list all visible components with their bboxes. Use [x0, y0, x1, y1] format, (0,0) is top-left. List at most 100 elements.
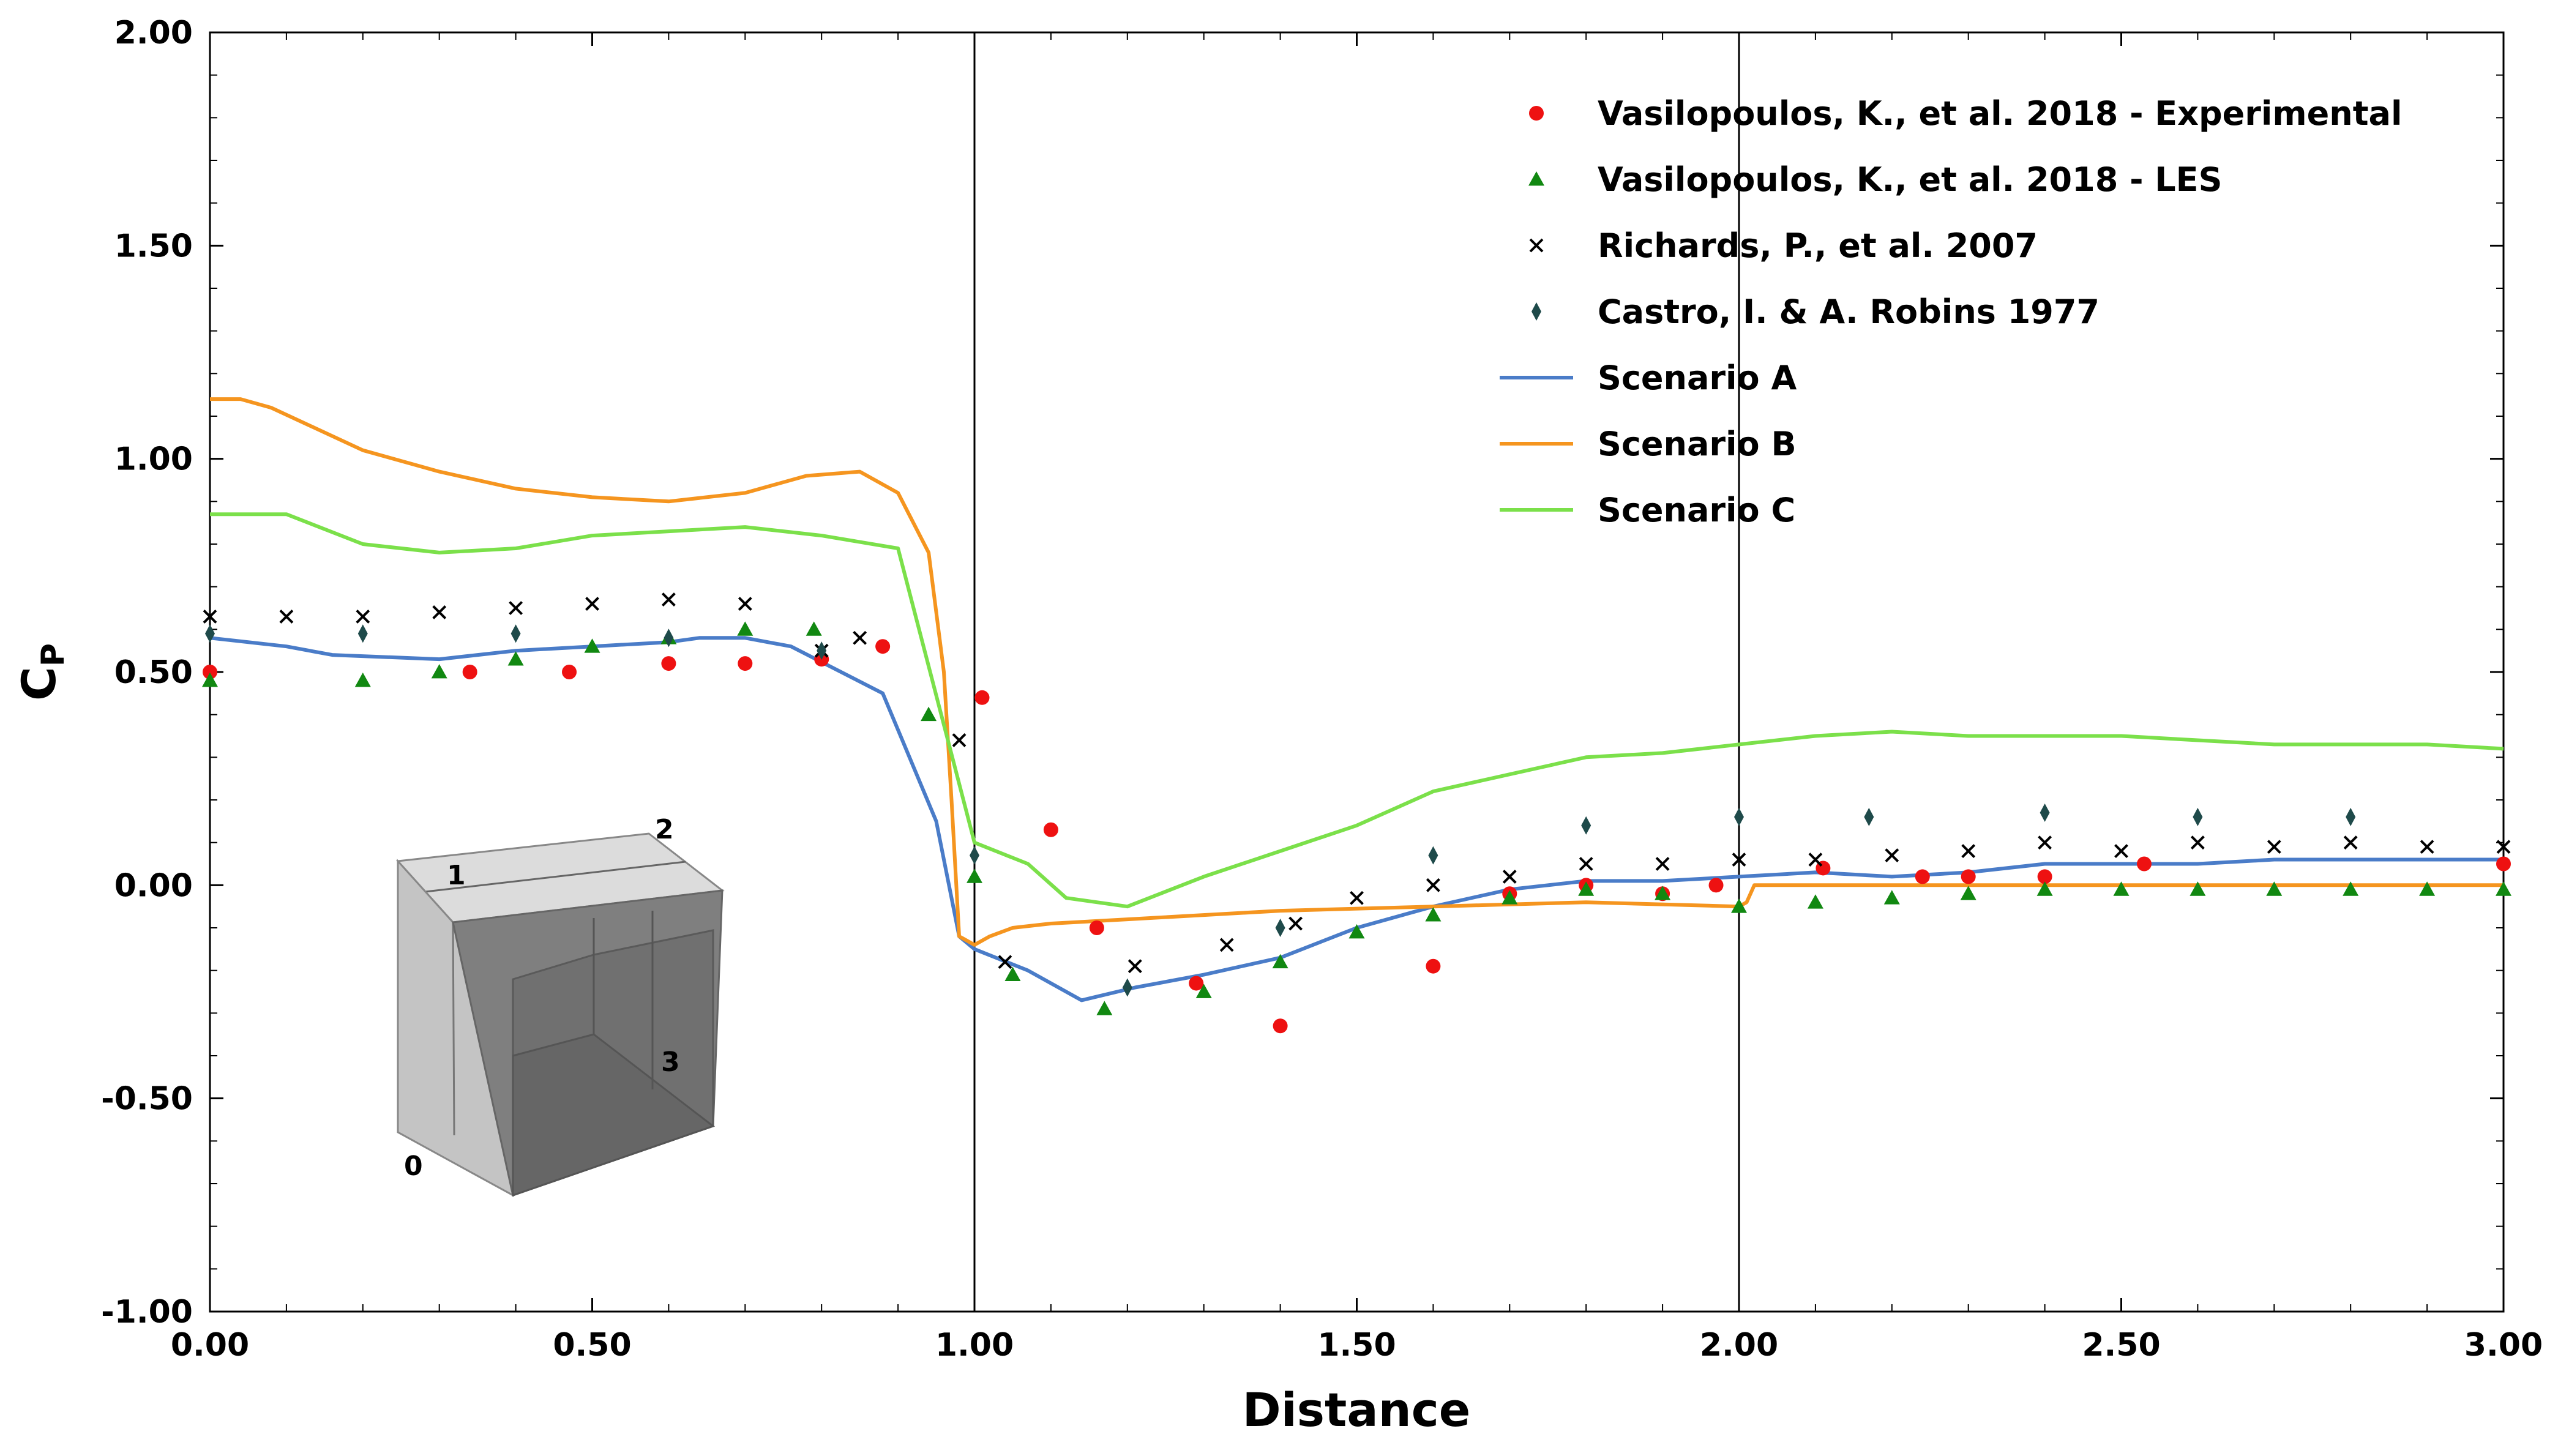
series-1-point [584, 638, 600, 653]
legend-label-0: Vasilopoulos, K., et al. 2018 - Experime… [1598, 94, 2403, 133]
series-1-point [1960, 886, 1976, 900]
series-5-line [210, 397, 2504, 947]
series-1-point [967, 868, 982, 883]
series-2-point [1885, 848, 1899, 862]
series-2-point [738, 597, 752, 611]
vertical-reference-lines [973, 32, 1740, 1312]
legend-label-1: Vasilopoulos, K., et al. 2018 - LES [1598, 160, 2222, 199]
x-tick-label: 1.50 [1317, 1327, 1396, 1364]
series-2-point [1128, 959, 1142, 974]
legend-label-2: Richards, P., et al. 2007 [1598, 226, 2038, 265]
series-1-point [2496, 881, 2511, 896]
series-1-point [2113, 881, 2130, 896]
series-3-point [2193, 807, 2203, 826]
series-2-point [2190, 835, 2205, 850]
series-1-point [1096, 1001, 1113, 1015]
axis-tick-labels: 0.00 0.50 1.00 1.50 2.00 2.50 3.00 -1.00 -0.50 0.… [101, 15, 2543, 1364]
series-2-point [1808, 853, 1823, 867]
x-tick-label: 0.50 [553, 1327, 631, 1364]
series-3-point [510, 624, 521, 643]
legend-swatch-2 [1529, 238, 1544, 253]
series-lines [209, 397, 2504, 1002]
x-tick-label: 1.00 [935, 1327, 1014, 1364]
inset-label-1: 1 [447, 860, 466, 891]
legend-label-3: Castro, I. & A. Robins 1977 [1598, 293, 2100, 331]
series-2-point [952, 733, 967, 747]
series-2-point [509, 601, 523, 615]
x-axis-title: Distance [1243, 1383, 1471, 1437]
series-0-point [462, 665, 477, 679]
series-2-point [432, 605, 447, 619]
y-tick-label: -1.00 [101, 1294, 193, 1331]
series-1-point [1502, 890, 1518, 905]
series-1-point [1004, 966, 1021, 982]
series-0-point [974, 690, 990, 705]
series-1-point [2343, 881, 2359, 896]
series-0-point [1273, 1018, 1288, 1034]
series-1-point [1655, 886, 1671, 900]
series-3-point [2346, 807, 2356, 826]
series-2-point [2420, 840, 2434, 854]
series-3-point [357, 624, 368, 643]
inset-label-3: 3 [661, 1047, 680, 1078]
series-2-point [356, 610, 370, 624]
y-axis-title-main: C [12, 666, 66, 701]
series-0-point [875, 639, 891, 654]
series-0-point [2037, 869, 2052, 884]
series-3-point [1428, 846, 1438, 865]
series-2-point [1579, 857, 1593, 871]
series-2-point [279, 610, 294, 624]
series-3-point [817, 641, 827, 660]
series-1-point [806, 621, 822, 636]
legend: Vasilopoulos, K., et al. 2018 - Experime… [1500, 94, 2403, 529]
series-2-point [2496, 840, 2511, 854]
legend-swatch-1 [1528, 171, 1544, 186]
series-1-point [1883, 890, 1900, 905]
series-3-point [205, 624, 215, 643]
series-1-point [431, 664, 447, 679]
series-2-point [1502, 869, 1517, 884]
x-tick-label: 2.00 [1700, 1327, 1778, 1364]
svg-text:CP: CP [12, 643, 72, 701]
series-2-point [1219, 938, 1234, 952]
inset-cut-floor [512, 1033, 716, 1197]
legend-label-5: Scenario B [1598, 425, 1797, 463]
series-1-point [1807, 894, 1823, 909]
series-3-point [1122, 978, 1132, 997]
series-2-point [853, 630, 867, 645]
series-2-point [2343, 835, 2358, 850]
series-1-point [507, 651, 524, 666]
series-0-point [2496, 856, 2511, 872]
series-0-point [562, 665, 577, 679]
series-3-point [1864, 807, 1874, 826]
series-3-point [1275, 919, 1285, 937]
series-0-point [1043, 822, 1058, 837]
series-2-point [203, 610, 217, 624]
legend-label-6: Scenario C [1598, 491, 1795, 529]
series-2-point [1288, 916, 1303, 931]
y-axis-title-sub: P [35, 643, 72, 666]
series-2-point [2114, 844, 2128, 859]
series-1-point [737, 621, 754, 636]
series-1-point [1731, 898, 1747, 913]
building-inset: 1 2 3 0 [395, 814, 725, 1197]
series-0-point [2136, 856, 2152, 872]
series-0-point [1426, 958, 1441, 974]
series-3-point [664, 629, 674, 648]
series-2-point [1732, 853, 1746, 867]
series-1-point [1425, 907, 1442, 922]
series-3-point [1581, 816, 1591, 835]
series-2-point [1350, 890, 1364, 905]
series-0-point [1915, 869, 1930, 884]
x-tick-label: 0.00 [171, 1327, 249, 1364]
series-4-line [209, 636, 2504, 1002]
series-2-point [2267, 840, 2281, 854]
series-0-point [1089, 920, 1104, 935]
series-1-point [2036, 881, 2053, 896]
series-1-point [202, 672, 218, 687]
series-1-point [1195, 984, 1212, 998]
series-1-point [2190, 881, 2206, 896]
series-0-point [1189, 976, 1204, 991]
series-markers [202, 592, 2511, 1034]
